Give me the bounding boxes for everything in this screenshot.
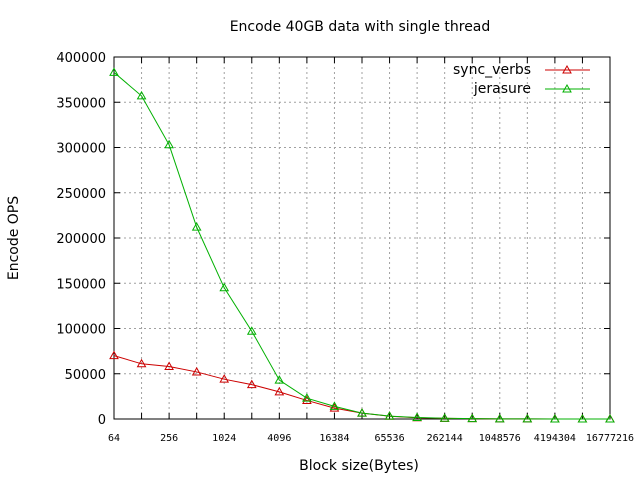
series-line-jerasure	[113, 72, 611, 420]
y-tick-label: 350000	[56, 96, 106, 111]
legend: sync_verbs jerasure	[453, 62, 590, 97]
data-point-jerasure	[412, 412, 422, 422]
data-point-jerasure	[329, 401, 340, 410]
data-point-jerasure	[357, 408, 367, 417]
y-tick-label: 250000	[56, 187, 106, 202]
data-point-sync-verbs	[302, 395, 312, 404]
data-point-jerasure	[246, 326, 257, 335]
x-tick-label: 4096	[267, 433, 291, 444]
data-point-jerasure	[191, 222, 202, 231]
x-tick-label: 262144	[427, 433, 463, 444]
y-tick-labels: 0 50000 100000 150000 200000 250000 300000 3500…	[56, 51, 106, 428]
data-point-sync-verbs	[329, 403, 340, 412]
y-tick-label: 50000	[65, 368, 106, 383]
legend-marker-sync-verbs	[562, 64, 572, 74]
data-point-jerasure	[384, 411, 395, 420]
x-tick-label: 16777216	[586, 433, 634, 444]
tick-marks	[113, 56, 611, 420]
data-point-sync-verbs	[191, 366, 202, 376]
legend-marker-jerasure	[562, 83, 572, 93]
data-point-sync-verbs	[219, 374, 230, 383]
data-point-jerasure	[136, 90, 147, 100]
data-point-sync-verbs	[246, 379, 257, 389]
data-point-jerasure	[605, 413, 615, 423]
x-tick-label: 1024	[212, 433, 236, 444]
data-point-jerasure	[274, 375, 285, 384]
y-tick-label: 0	[98, 413, 106, 428]
data-point-sync-verbs	[136, 358, 147, 368]
y-tick-label: 300000	[56, 142, 106, 157]
x-tick-label: 1048576	[479, 433, 521, 444]
legend-label-jerasure: jerasure	[473, 81, 531, 97]
data-point-jerasure	[494, 413, 505, 423]
x-tick-label: 4194304	[534, 433, 576, 444]
data-point-sync-verbs	[164, 361, 174, 371]
y-tick-label: 200000	[56, 232, 106, 247]
y-tick-label: 150000	[56, 277, 106, 292]
series-layer	[109, 67, 615, 423]
data-point-jerasure	[577, 413, 588, 423]
legend-label-sync-verbs: sync_verbs	[453, 62, 531, 78]
data-point-jerasure	[522, 413, 533, 423]
y-tick-label: 400000	[56, 51, 106, 66]
grid-lines	[114, 57, 610, 419]
y-axis-label: Encode OPS	[6, 196, 22, 280]
x-tick-label: 16384	[319, 433, 349, 444]
data-point-jerasure	[164, 139, 174, 149]
x-tick-label: 64	[108, 433, 120, 444]
x-tick-label: 256	[160, 433, 178, 444]
data-point-jerasure	[302, 393, 312, 402]
x-tick-label: 65536	[375, 433, 405, 444]
x-axis-label: Block size(Bytes)	[299, 458, 419, 474]
data-point-jerasure	[467, 413, 478, 423]
chart-title: Encode 40GB data with single thread	[230, 19, 491, 35]
y-tick-label: 100000	[56, 323, 106, 338]
data-point-sync-verbs	[109, 350, 119, 360]
data-point-sync-verbs	[274, 386, 285, 396]
data-point-jerasure	[109, 67, 119, 76]
data-point-jerasure	[550, 413, 560, 423]
data-point-jerasure	[219, 282, 230, 292]
x-tick-labels: 64 256 1024 4096 16384 65536 262144 1048576 4194…	[108, 433, 634, 444]
data-point-jerasure	[439, 413, 450, 422]
